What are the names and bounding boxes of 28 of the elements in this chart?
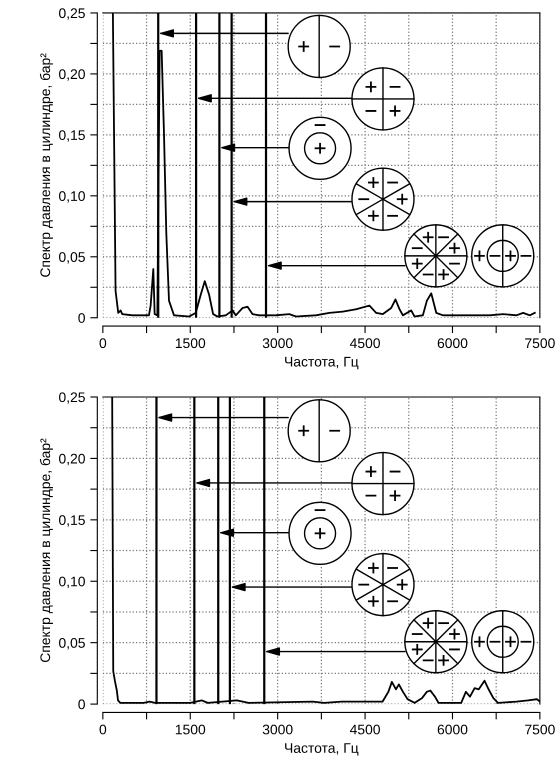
y-tick-label: 0,20	[59, 69, 85, 81]
y-axis-title: Спектр давления в цилиндре, бар²	[40, 53, 53, 277]
y-tick-label: 0,25	[59, 8, 85, 20]
y-tick-label: 0,15	[59, 515, 85, 527]
y-axis-title: Спектр давления в цилиндре, бар²	[40, 438, 53, 662]
x-tick-label: 6000	[438, 338, 468, 348]
x-tick-label: 7500	[525, 338, 555, 348]
y-tick-label: 0	[78, 313, 85, 323]
x-tick-label: 3000	[262, 338, 293, 348]
x-tick-label: 7500	[525, 724, 555, 734]
y-tick-label: 0,20	[59, 454, 85, 466]
y-tick-label: 0,05	[59, 252, 85, 264]
x-tick-label: 3000	[262, 724, 293, 734]
y-tick-label: 0,10	[59, 191, 85, 203]
x-tick-label: 1500	[176, 724, 206, 734]
x-tick-label: 4500	[350, 338, 380, 348]
x-tick-label: 1500	[176, 338, 206, 348]
x-axis-title: Частота, Гц	[285, 356, 358, 370]
y-tick-label: 0,15	[59, 130, 85, 142]
y-tick-label: 0,05	[59, 638, 85, 650]
x-tick-label: 6000	[438, 724, 468, 734]
x-axis-title: Частота, Гц	[285, 743, 358, 756]
y-tick-label: 0,10	[59, 576, 85, 588]
y-tick-label: 0	[78, 699, 85, 710]
y-tick-label: 0,25	[59, 392, 85, 404]
x-tick-label: 4500	[350, 724, 380, 734]
x-tick-label: 0	[100, 724, 106, 734]
x-tick-label: 0	[100, 338, 106, 348]
